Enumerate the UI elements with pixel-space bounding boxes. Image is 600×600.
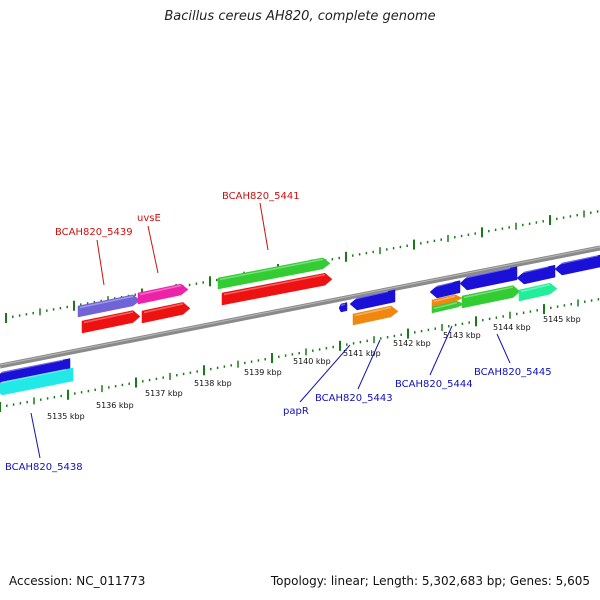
gene-feature-arrow <box>554 254 600 276</box>
gene-label-leader <box>96 239 105 286</box>
gene-label-leader <box>259 202 269 251</box>
gene-label-top: BCAH820_5441 <box>222 191 300 202</box>
gene-feature-arrow <box>221 272 333 306</box>
accession-text: Accession: NC_011773 <box>9 574 146 588</box>
gene-feature-highlight <box>433 302 458 310</box>
kbp-label: 5135 kbp <box>47 412 85 421</box>
gene-label-leader <box>30 412 41 459</box>
gene-feature-highlight <box>340 303 346 307</box>
gene-feature-arrow <box>338 302 348 313</box>
gene-feature-arrow <box>141 302 191 324</box>
kbp-label: 5140 kbp <box>293 357 331 366</box>
gene-feature-highlight <box>219 258 324 281</box>
gene-feature-highlight <box>433 295 456 303</box>
gene-feature-highlight <box>463 286 514 299</box>
gene-feature-highlight <box>556 254 599 266</box>
genome-backbone <box>0 245 600 369</box>
gene-feature-highlight <box>461 267 511 280</box>
gene-label-leader <box>299 344 351 403</box>
kbp-label: 5138 kbp <box>194 379 232 388</box>
kbp-label: 5141 kbp <box>343 349 381 358</box>
gene-feature-arrow <box>461 285 521 309</box>
gene-feature-arrow <box>0 367 74 396</box>
gene-feature-arrow <box>137 283 189 305</box>
kbp-label: 5145 kbp <box>543 315 581 324</box>
gene-feature-highlight <box>354 306 392 317</box>
gene-label-bottom: BCAH820_5445 <box>474 367 552 378</box>
gene-feature-highlight <box>83 311 134 324</box>
gene-label-leader <box>147 225 159 274</box>
gene-feature-highlight <box>223 273 326 296</box>
gene-feature-arrow <box>77 294 141 318</box>
kbp-label: 5139 kbp <box>244 368 282 377</box>
gene-label-top: uvsE <box>137 213 161 224</box>
genome-summary: Topology: linear; Length: 5,302,683 bp; … <box>270 574 590 588</box>
gene-feature-arrow <box>518 282 558 302</box>
gene-label-bottom: BCAH820_5443 <box>315 393 393 404</box>
gene-feature-highlight <box>431 281 454 289</box>
gene-label-leader <box>357 339 381 390</box>
gene-feature-arrow <box>429 280 461 299</box>
kbp-label: 5136 kbp <box>96 401 134 410</box>
gene-feature-highlight <box>520 283 551 293</box>
gene-label-bottom: BCAH820_5438 <box>5 462 83 473</box>
gene-label-bottom: BCAH820_5444 <box>395 379 473 390</box>
genome-title: Bacillus cereus AH820, complete genome <box>164 9 436 24</box>
gene-feature-highlight <box>518 265 549 275</box>
gene-label-leader <box>429 325 453 376</box>
gene-feature-arrow <box>516 264 556 285</box>
gene-feature-highlight <box>351 290 389 301</box>
kbp-label: 5142 kbp <box>393 339 431 348</box>
gene-feature-highlight <box>0 368 67 384</box>
gene-feature-highlight <box>79 295 134 309</box>
gene-feature-arrow <box>349 289 396 311</box>
kbp-label: 5137 kbp <box>145 389 183 398</box>
kbp-label: 5143 kbp <box>443 331 481 340</box>
gene-feature-highlight <box>143 303 184 314</box>
gene-label-top: BCAH820_5439 <box>55 227 133 238</box>
gene-feature-arrow <box>352 305 399 326</box>
gene-feature-arrow <box>431 294 463 308</box>
gene-feature-highlight <box>0 359 64 374</box>
gene-feature-arrow <box>81 310 141 334</box>
gene-label-leader <box>496 333 511 364</box>
gene-feature-highlight <box>139 284 182 296</box>
gene-feature-arrow <box>217 257 331 290</box>
genome-backbone-highlight <box>0 246 600 366</box>
kbp-label: 5144 kbp <box>493 323 531 332</box>
gene-label-bottom: papR <box>283 406 309 417</box>
gene-feature-arrow <box>431 300 465 314</box>
gene-feature-arrow <box>459 266 518 291</box>
